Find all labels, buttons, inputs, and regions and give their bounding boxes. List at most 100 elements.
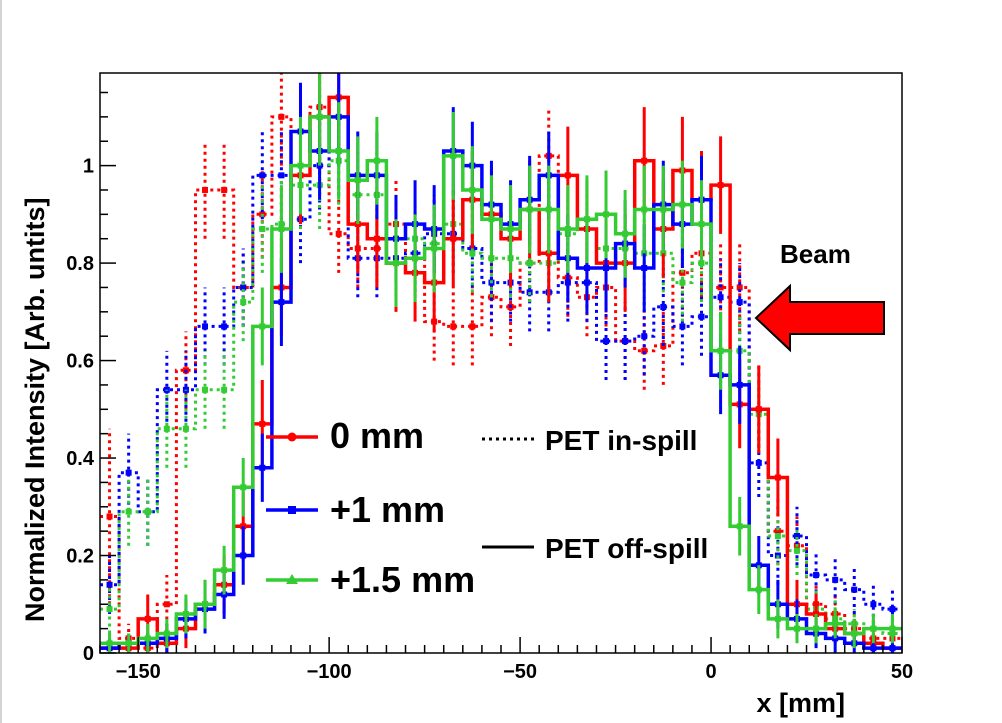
data-point [202, 186, 209, 193]
data-point [431, 245, 438, 252]
data-point [221, 386, 228, 393]
data-point [717, 294, 724, 301]
data-point [622, 230, 629, 237]
series-step-line [100, 105, 902, 650]
legend-label-1-5mm: +1.5 mm [330, 559, 475, 600]
data-point [583, 264, 590, 271]
data-point [125, 469, 132, 476]
y-tick-label: 1 [83, 156, 94, 178]
legend-marker-1 [266, 506, 318, 514]
data-point [469, 186, 476, 193]
data-point [755, 459, 762, 466]
x-tick-label: −150 [116, 661, 161, 683]
x-tick-label: −100 [307, 661, 352, 683]
data-point [373, 235, 380, 242]
series-step-line [100, 149, 902, 611]
legend: 0 mm +1 mm +1.5 mm PET in-spill PET off-… [266, 415, 708, 600]
data-point [564, 225, 571, 232]
data-point [603, 338, 610, 345]
data-point [259, 420, 266, 427]
data-point [125, 640, 132, 647]
x-tick-label: −50 [503, 661, 537, 683]
data-series [100, 73, 902, 653]
data-point [679, 323, 686, 330]
legend-marker-0 [266, 432, 318, 442]
data-point [679, 279, 686, 286]
data-point [832, 576, 839, 583]
data-point [851, 586, 858, 593]
beam-label: Beam [780, 239, 851, 269]
y-axis-title: Normalized Intensity [Arb. untits] [20, 197, 50, 622]
legend-label-0mm: 0 mm [330, 415, 424, 456]
y-tick-label: 0.6 [66, 351, 94, 373]
data-point [583, 216, 590, 223]
data-point [259, 323, 266, 330]
data-point [163, 630, 170, 637]
data-point [793, 533, 800, 540]
data-point [106, 581, 113, 588]
x-axis-title: x [mm] [756, 688, 845, 718]
data-point [335, 147, 342, 154]
data-point [106, 640, 113, 647]
data-point [144, 635, 151, 642]
data-point [125, 508, 132, 515]
data-point [202, 601, 209, 608]
data-point [889, 625, 896, 632]
data-point [870, 625, 877, 632]
data-point [163, 425, 170, 432]
data-point [813, 572, 820, 579]
data-point [603, 264, 610, 271]
data-point [507, 225, 514, 232]
data-point [240, 299, 247, 306]
data-point [736, 299, 743, 306]
data-point [545, 206, 552, 213]
data-point [278, 225, 285, 232]
data-point [870, 601, 877, 608]
data-point [469, 323, 476, 330]
data-point [641, 333, 648, 340]
data-point [278, 113, 285, 120]
data-point [793, 625, 800, 632]
data-point [660, 206, 667, 213]
data-point [469, 250, 476, 257]
y-tick-label: 0 [83, 643, 94, 665]
data-point [221, 323, 228, 330]
data-point [259, 225, 266, 232]
data-point [354, 177, 361, 184]
data-point [736, 381, 743, 388]
data-point [813, 625, 820, 632]
data-point [774, 615, 781, 622]
data-point [144, 508, 151, 515]
data-point [221, 186, 228, 193]
data-point [182, 611, 189, 618]
data-point [335, 230, 342, 237]
data-point [392, 260, 399, 267]
data-point [755, 586, 762, 593]
data-point [450, 235, 457, 242]
data-point [717, 182, 724, 189]
data-point [603, 211, 610, 218]
data-point [774, 474, 781, 481]
data-point [316, 113, 323, 120]
data-point [851, 630, 858, 637]
beam-annotation: Beam [754, 239, 885, 353]
data-point [259, 464, 266, 471]
data-point [488, 216, 495, 223]
data-point [641, 206, 648, 213]
y-tick-label: 0.2 [66, 546, 94, 568]
data-point [889, 645, 896, 652]
data-point [564, 172, 571, 179]
y-tick-label: 0.4 [66, 448, 95, 470]
data-point [106, 606, 113, 613]
data-point [450, 152, 457, 159]
data-point [641, 347, 648, 354]
data-point [182, 425, 189, 432]
data-point [774, 528, 781, 535]
data-point [278, 299, 285, 306]
data-point [641, 264, 648, 271]
legend-marker-2 [266, 574, 318, 584]
data-point [297, 162, 304, 169]
data-point [259, 172, 266, 179]
x-tick-label: 50 [891, 661, 913, 683]
